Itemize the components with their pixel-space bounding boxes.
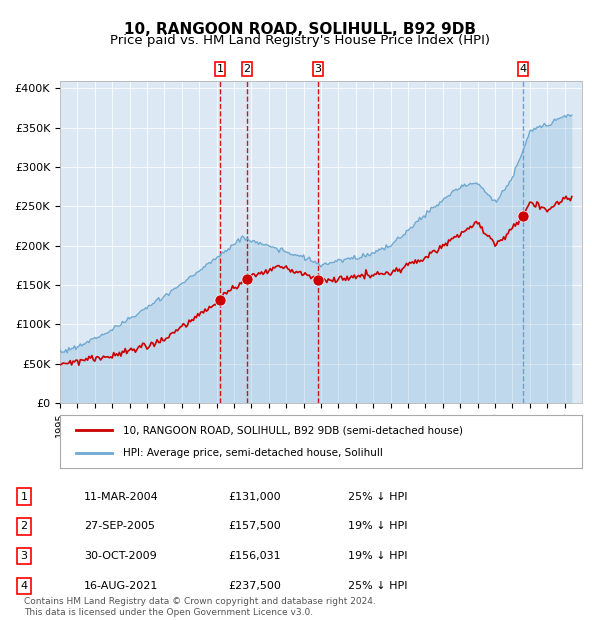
Text: 27-SEP-2005: 27-SEP-2005 xyxy=(84,521,155,531)
Text: 25% ↓ HPI: 25% ↓ HPI xyxy=(348,492,407,502)
Text: 30-OCT-2009: 30-OCT-2009 xyxy=(84,551,157,561)
Text: 2: 2 xyxy=(244,64,250,74)
Text: £237,500: £237,500 xyxy=(228,581,281,591)
Text: 4: 4 xyxy=(520,64,527,74)
Text: 19% ↓ HPI: 19% ↓ HPI xyxy=(348,551,407,561)
Text: 16-AUG-2021: 16-AUG-2021 xyxy=(84,581,158,591)
Text: HPI: Average price, semi-detached house, Solihull: HPI: Average price, semi-detached house,… xyxy=(122,448,383,458)
Text: 10, RANGOON ROAD, SOLIHULL, B92 9DB: 10, RANGOON ROAD, SOLIHULL, B92 9DB xyxy=(124,22,476,37)
Text: £157,500: £157,500 xyxy=(228,521,281,531)
Text: Contains HM Land Registry data © Crown copyright and database right 2024.
This d: Contains HM Land Registry data © Crown c… xyxy=(24,598,376,617)
Text: 11-MAR-2004: 11-MAR-2004 xyxy=(84,492,159,502)
Text: 3: 3 xyxy=(314,64,322,74)
Text: £131,000: £131,000 xyxy=(228,492,281,502)
Text: Price paid vs. HM Land Registry's House Price Index (HPI): Price paid vs. HM Land Registry's House … xyxy=(110,34,490,47)
Text: 1: 1 xyxy=(217,64,223,74)
Text: £156,031: £156,031 xyxy=(228,551,281,561)
Text: 4: 4 xyxy=(20,581,28,591)
Text: 19% ↓ HPI: 19% ↓ HPI xyxy=(348,521,407,531)
Text: 10, RANGOON ROAD, SOLIHULL, B92 9DB (semi-detached house): 10, RANGOON ROAD, SOLIHULL, B92 9DB (sem… xyxy=(122,425,463,435)
Text: 2: 2 xyxy=(20,521,28,531)
Text: 25% ↓ HPI: 25% ↓ HPI xyxy=(348,581,407,591)
Text: 1: 1 xyxy=(20,492,28,502)
Text: 3: 3 xyxy=(20,551,28,561)
